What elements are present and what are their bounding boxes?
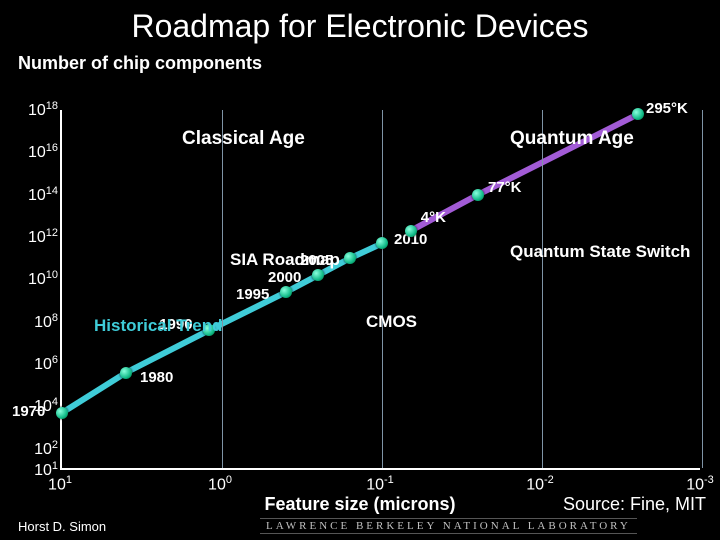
y-tick-label: 108	[12, 312, 58, 332]
point-label: 77°K	[488, 179, 522, 196]
data-point	[405, 225, 417, 237]
annotation: Quantum Age	[510, 128, 634, 150]
source-text: Source: Fine, MIT	[563, 494, 706, 515]
data-point	[632, 108, 644, 120]
lab-bar: LAWRENCE BERKELEY NATIONAL LABORATORY	[260, 518, 637, 534]
x-tick-label: 10-1	[366, 474, 394, 494]
annotation: Classical Age	[182, 128, 305, 150]
y-tick-label: 1018	[12, 100, 58, 120]
x-tick-label: 10-3	[686, 474, 714, 494]
data-point	[344, 252, 356, 264]
data-point	[376, 237, 388, 249]
annotation: SIA Roadmap	[230, 250, 340, 270]
x-tick-label: 100	[208, 474, 232, 494]
vgrid	[382, 110, 383, 468]
data-point	[280, 286, 292, 298]
data-point	[120, 367, 132, 379]
point-label: 1980	[140, 369, 173, 386]
y-tick-label: 1010	[12, 269, 58, 289]
annotation: Historical Trend	[94, 316, 222, 336]
vgrid	[702, 110, 703, 468]
point-label: 295°K	[646, 100, 688, 117]
page-title: Roadmap for Electronic Devices	[0, 0, 720, 45]
data-point	[472, 189, 484, 201]
vgrid	[222, 110, 223, 468]
chart-subtitle: Number of chip components	[0, 45, 720, 74]
y-tick-label: 104	[12, 396, 58, 416]
y-tick-label: 101	[12, 460, 58, 480]
point-label: 1995	[236, 286, 269, 303]
author-footer: Horst D. Simon	[18, 519, 106, 534]
y-tick-label: 1014	[12, 185, 58, 205]
y-tick-label: 1016	[12, 142, 58, 162]
data-point	[312, 269, 324, 281]
point-label: 4°K	[421, 209, 446, 226]
plot-area: 19701980199019952000200520104°K77°K295°K…	[60, 110, 700, 470]
y-tick-label: 1012	[12, 227, 58, 247]
annotation: CMOS	[366, 312, 417, 332]
annotation: Quantum State Switch	[510, 242, 690, 262]
x-tick-label: 10-2	[526, 474, 554, 494]
y-tick-label: 102	[12, 439, 58, 459]
vgrid	[542, 110, 543, 468]
point-label: 2000	[268, 269, 301, 286]
y-tick-label: 106	[12, 354, 58, 374]
